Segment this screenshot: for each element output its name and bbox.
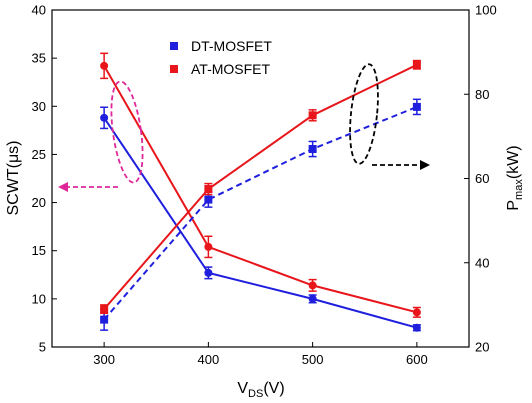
x-tick-label: 300 xyxy=(93,352,115,367)
x-axis-title-subscript: DS xyxy=(248,388,263,400)
data-point xyxy=(100,315,109,324)
data-point xyxy=(100,113,109,122)
series-at-mosfet-pmax xyxy=(100,59,421,315)
data-point xyxy=(412,60,421,69)
data-point xyxy=(412,323,421,332)
series-at-mosfet-scwt xyxy=(100,52,421,318)
legend-marker xyxy=(170,42,178,50)
series-line xyxy=(103,117,418,329)
left-y-tick-label: 15 xyxy=(32,243,46,258)
x-tick-label: 400 xyxy=(198,352,220,367)
data-point xyxy=(204,195,213,204)
right-y-tick-label: 40 xyxy=(475,255,489,270)
data-point xyxy=(308,281,317,290)
x-tick-label: 500 xyxy=(302,352,324,367)
right-y-axis-title-subscript: max xyxy=(513,179,525,200)
x-tick-label: 600 xyxy=(406,352,428,367)
annotation-ellipse-right xyxy=(349,63,379,165)
right-y-axis-title: Pmax(kW) xyxy=(505,145,525,210)
series-layer xyxy=(100,52,421,332)
data-point xyxy=(308,111,317,120)
left-y-tick-label: 35 xyxy=(32,51,46,66)
right-y-tick-label: 60 xyxy=(475,171,489,186)
data-point xyxy=(204,242,213,251)
left-y-axis-title: SCWT(μs) xyxy=(5,141,22,216)
annotation-ellipse-left xyxy=(110,80,144,184)
data-point xyxy=(412,308,421,317)
right-y-axis-title-main: P xyxy=(505,200,522,211)
right-y-axis-ticks: 20 40 60 80 100 xyxy=(464,3,497,355)
data-point xyxy=(412,102,421,111)
right-y-tick-label: 20 xyxy=(475,340,489,355)
data-point xyxy=(204,268,213,277)
x-axis-title-main: V xyxy=(237,380,248,397)
legend: DT-MOSFET AT-MOSFET xyxy=(170,38,272,77)
left-y-tick-label: 40 xyxy=(32,3,46,18)
legend-label: AT-MOSFET xyxy=(191,61,271,77)
series-line xyxy=(103,65,418,314)
series-line xyxy=(103,105,418,321)
left-y-tick-label: 25 xyxy=(32,147,46,162)
x-axis-ticks: 300 400 500 600 xyxy=(93,342,428,367)
data-point xyxy=(100,61,109,70)
x-axis-title: VDS(V) xyxy=(237,380,284,400)
x-axis-title-unit: (V) xyxy=(263,380,284,397)
left-y-tick-label: 20 xyxy=(32,195,46,210)
left-y-axis-ticks: 5 10 15 20 25 30 35 40 xyxy=(32,3,57,355)
series-dt-mosfet-scwt xyxy=(100,106,421,332)
legend-label: DT-MOSFET xyxy=(191,38,272,54)
data-point xyxy=(308,294,317,303)
right-y-tick-label: 100 xyxy=(475,3,497,18)
annotations xyxy=(58,63,430,192)
data-point xyxy=(204,185,213,194)
data-point xyxy=(100,305,109,314)
legend-marker xyxy=(170,65,178,73)
series-line xyxy=(103,63,418,310)
right-y-tick-label: 80 xyxy=(475,87,489,102)
left-y-tick-label: 10 xyxy=(32,291,46,306)
right-y-axis-title-unit: (kW) xyxy=(505,145,522,179)
series-dt-mosfet-pmax xyxy=(100,98,421,331)
left-y-tick-label: 30 xyxy=(32,99,46,114)
left-y-tick-label: 5 xyxy=(39,340,46,355)
data-point xyxy=(308,145,317,154)
